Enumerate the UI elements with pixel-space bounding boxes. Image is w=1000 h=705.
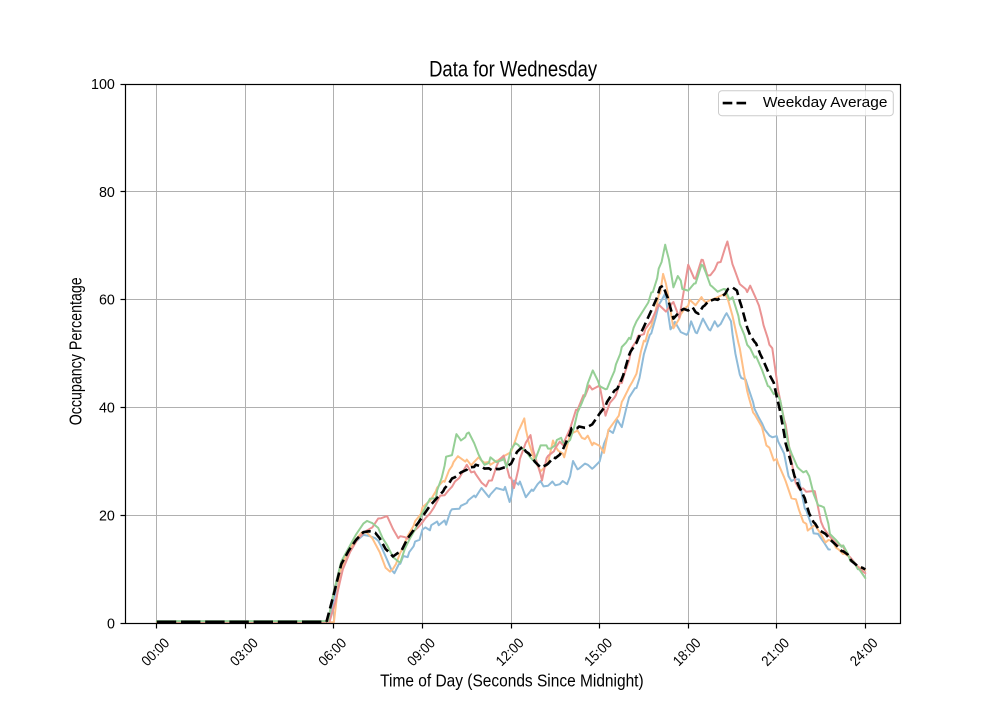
svg-text:80: 80 <box>99 185 115 201</box>
svg-text:Time of Day (Seconds Since Mid: Time of Day (Seconds Since Midnight) <box>380 671 644 691</box>
svg-text:Data for Wednesday: Data for Wednesday <box>429 56 597 81</box>
svg-text:Weekday Average: Weekday Average <box>763 95 888 111</box>
svg-text:20: 20 <box>99 508 115 524</box>
svg-text:100: 100 <box>91 77 115 93</box>
svg-text:60: 60 <box>99 293 115 309</box>
svg-text:40: 40 <box>99 401 115 417</box>
svg-text:0: 0 <box>107 616 115 632</box>
svg-text:Occupancy Percentage: Occupancy Percentage <box>65 277 85 425</box>
